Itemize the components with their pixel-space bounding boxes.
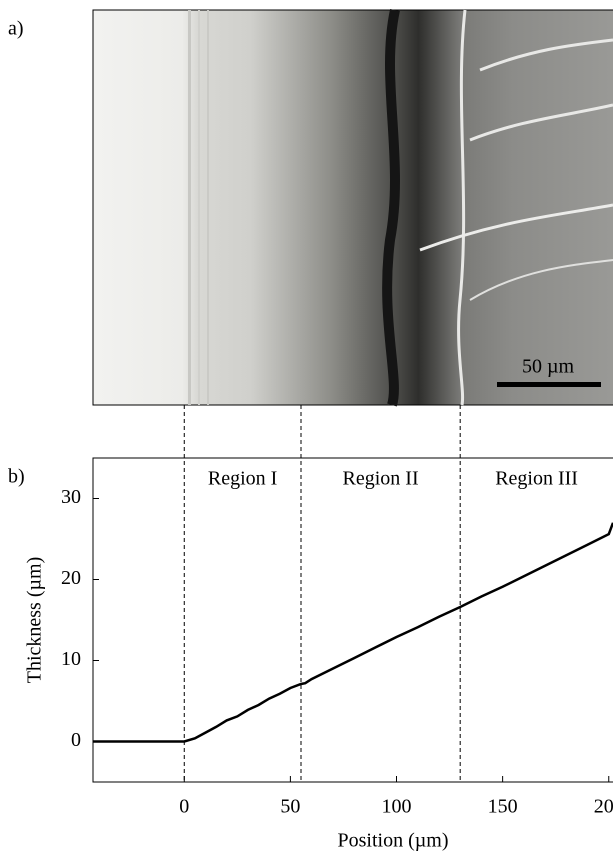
y-tick-label: 30: [61, 486, 81, 508]
y-tick-label: 0: [71, 729, 81, 751]
x-tick-label: 50: [280, 796, 300, 818]
y-tick-label: 20: [61, 567, 81, 589]
plot-frame: [92, 457, 613, 783]
scale-bar-label: 50 µm: [522, 356, 575, 378]
region-label: Region II: [343, 468, 419, 490]
panel-label: a): [8, 18, 24, 40]
y-tick-label: 10: [61, 648, 81, 670]
region-label: Region III: [495, 468, 578, 490]
x-axis-label: Position (µm): [338, 830, 449, 852]
x-tick-label: 150: [488, 796, 518, 818]
micrograph: 50 µm: [92, 8, 613, 407]
x-tick-label: 200: [594, 796, 613, 818]
y-axis-label: Thickness (µm): [24, 557, 46, 684]
x-tick-label: 0: [179, 796, 189, 818]
region-label: Region I: [208, 468, 277, 490]
x-tick-label: 100: [382, 796, 412, 818]
data-line: [93, 522, 613, 743]
panel-label: b): [8, 466, 25, 488]
